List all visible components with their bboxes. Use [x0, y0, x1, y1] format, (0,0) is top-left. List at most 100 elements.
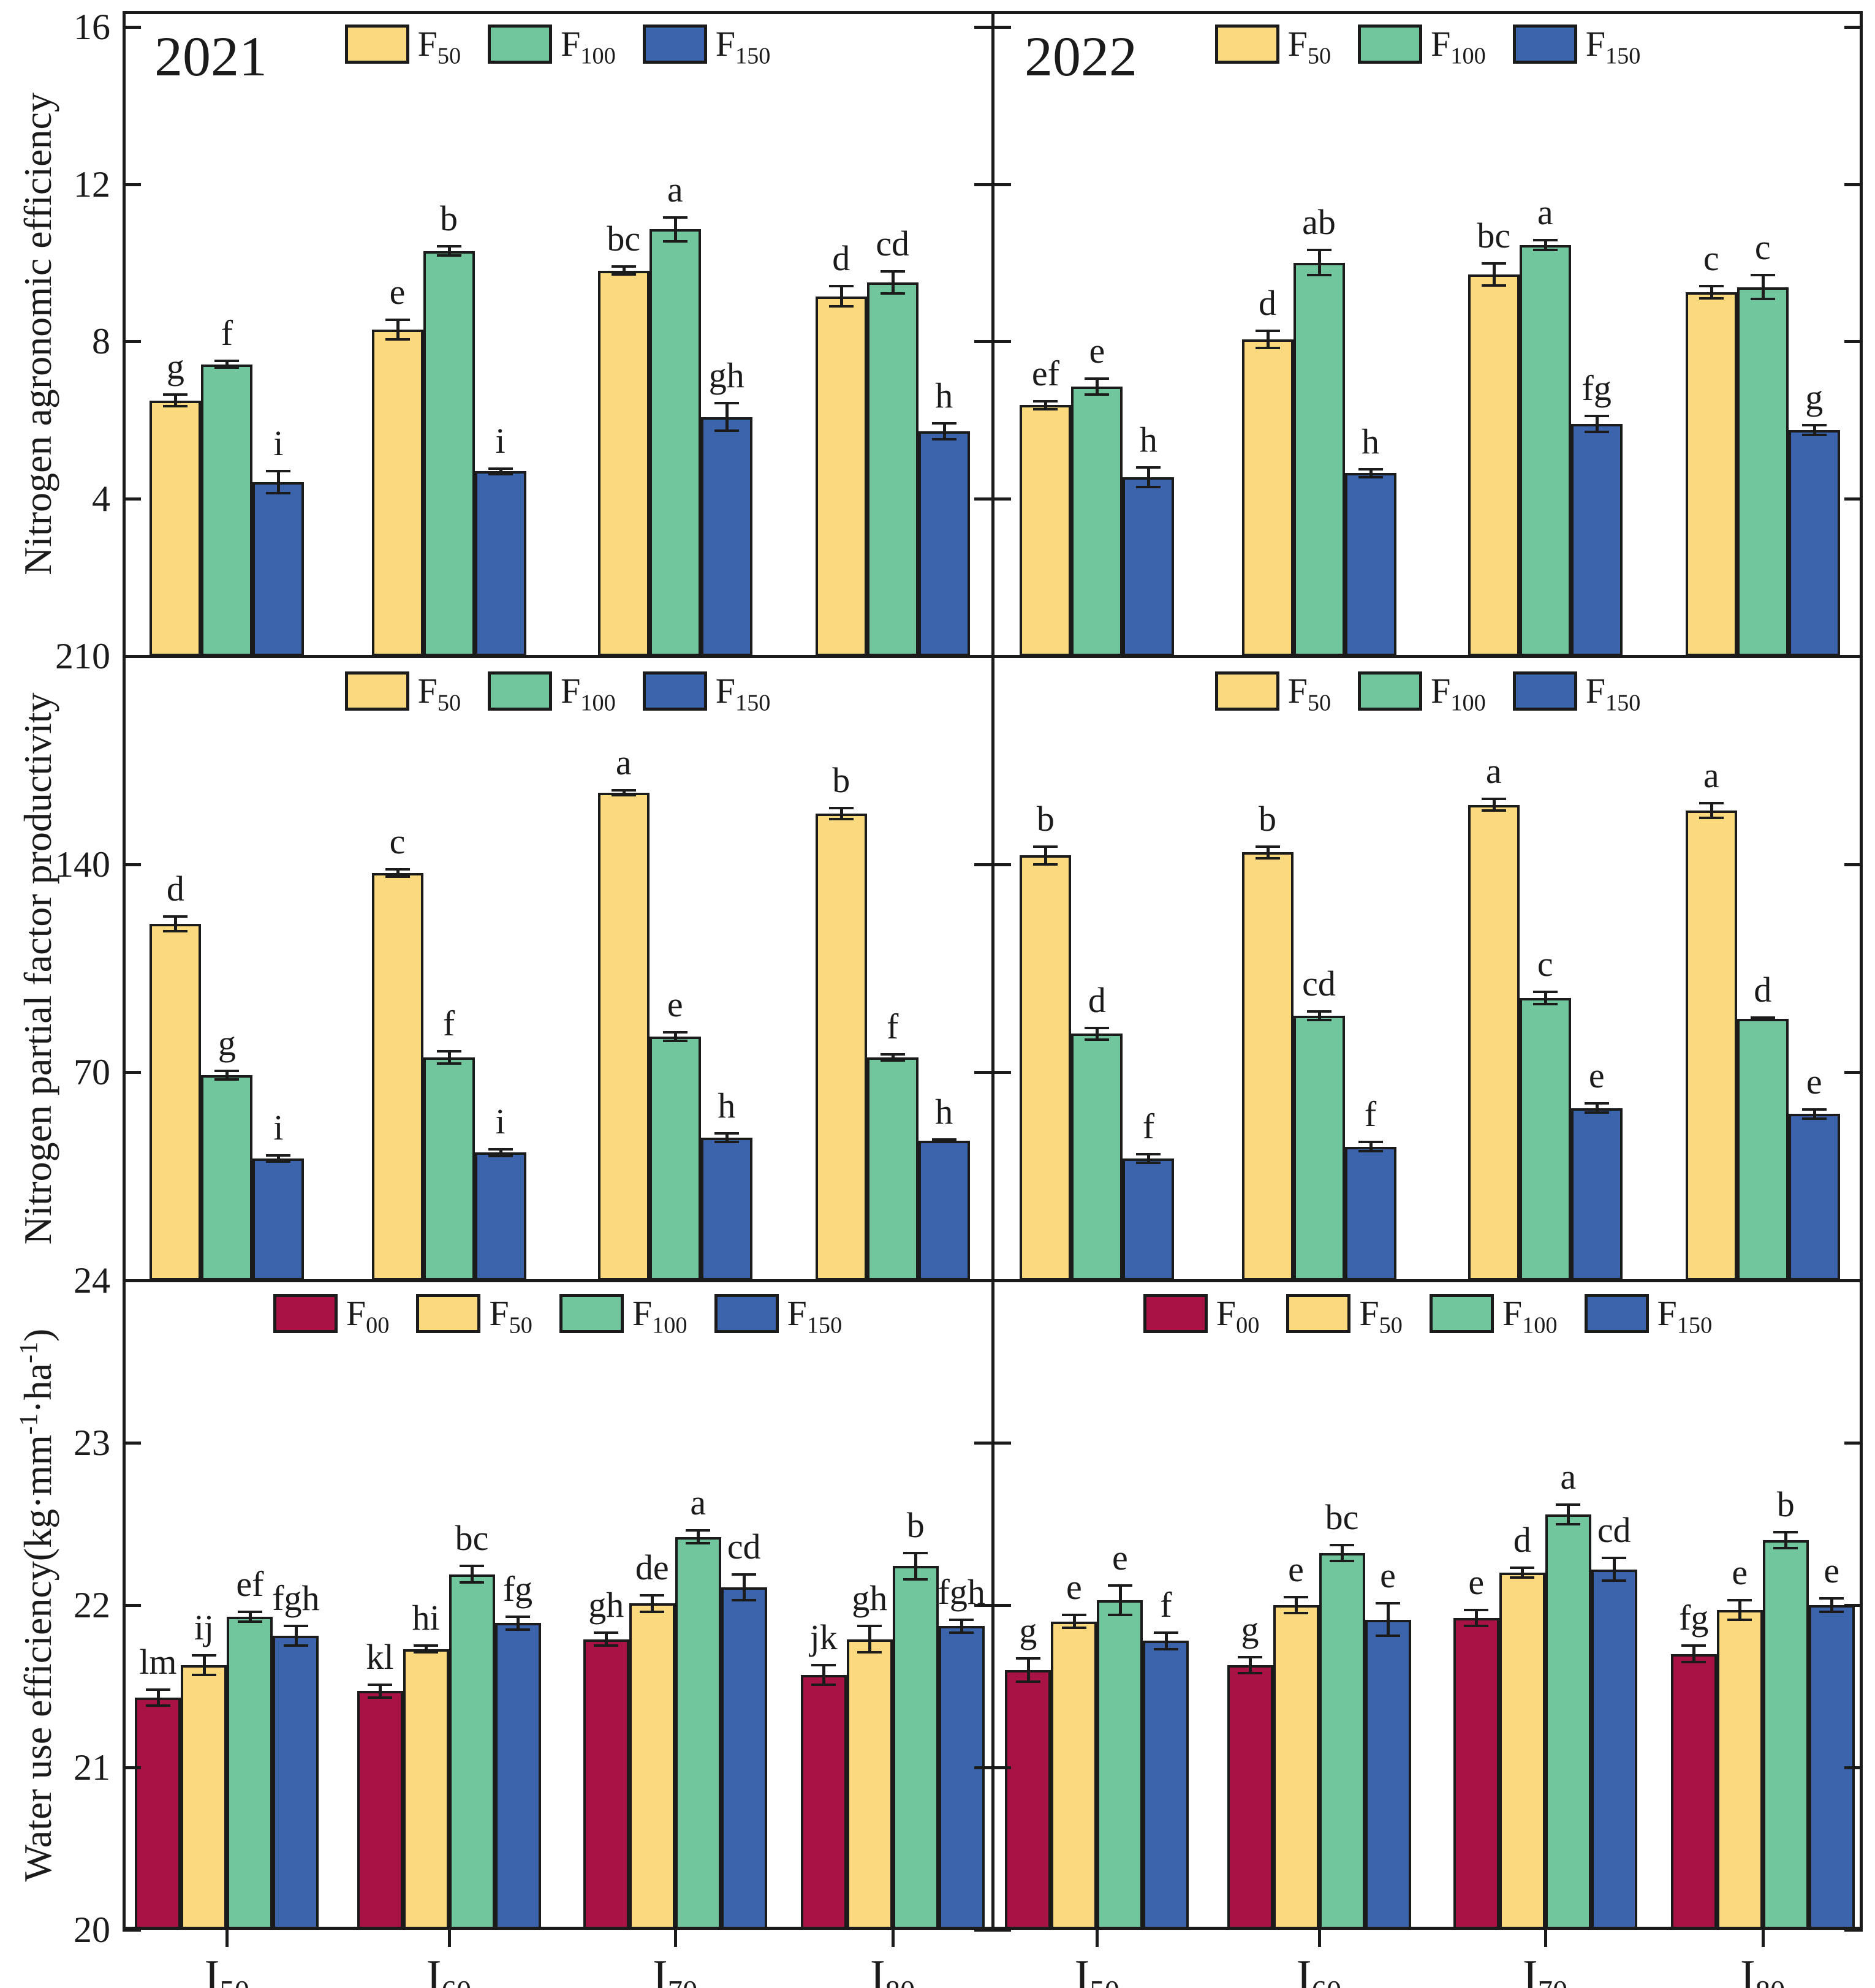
bar	[1071, 387, 1123, 656]
error-bar-cap	[488, 472, 513, 475]
sig-letter: e	[667, 984, 683, 1024]
error-bar-cap	[662, 1040, 688, 1043]
error-bar	[1249, 1657, 1252, 1674]
sig-letter: c	[1537, 944, 1553, 985]
error-bar-cap	[1255, 347, 1280, 350]
sig-letter: gh	[852, 1578, 888, 1619]
bar	[1685, 292, 1737, 656]
bar	[649, 1037, 701, 1280]
sig-letter: e	[1732, 1552, 1748, 1593]
sig-letter: d	[1259, 283, 1276, 323]
error-bar-cap	[1727, 1618, 1752, 1621]
error-bar	[1317, 250, 1321, 276]
x-tick	[1761, 1930, 1765, 1947]
error-bar-cap	[1306, 274, 1331, 277]
error-bar	[294, 1626, 298, 1646]
legend-swatch-f100	[1429, 1294, 1494, 1333]
y-tick-label: 8	[92, 321, 110, 362]
error-bar	[471, 1566, 474, 1582]
error-bar-cap	[1819, 1610, 1844, 1613]
sig-letter: a	[690, 1483, 706, 1523]
y-tick	[123, 655, 141, 658]
error-bar-cap	[460, 1565, 484, 1568]
error-bar-cap	[1153, 1647, 1178, 1650]
legend: F50 F100 F150	[993, 25, 1863, 68]
error-bar	[517, 1616, 520, 1630]
error-bar	[1096, 1027, 1099, 1040]
sig-letter: f	[1142, 1106, 1155, 1146]
error-bar	[1266, 331, 1270, 349]
error-bar-cap	[1085, 393, 1110, 396]
sig-letter: e	[1288, 1549, 1304, 1589]
bar	[357, 1691, 403, 1930]
sig-letter: f	[1364, 1094, 1377, 1135]
error-bar-cap	[1136, 466, 1161, 469]
error-bar-cap	[880, 292, 905, 295]
error-bar-cap	[1033, 407, 1058, 410]
error-bar	[1830, 1598, 1834, 1612]
sig-letter: bc	[455, 1518, 489, 1559]
bar	[1241, 852, 1294, 1280]
y-tick	[1844, 340, 1863, 344]
error-bar-cap	[163, 915, 188, 918]
bar	[273, 1636, 319, 1930]
y-tick	[993, 340, 1011, 344]
x-category-label: I50	[1074, 1951, 1119, 1988]
legend-label: F50	[1287, 671, 1331, 716]
legend-swatch-f50	[1214, 671, 1279, 711]
error-bar-cap	[368, 1683, 392, 1686]
y-tick	[974, 1279, 993, 1282]
error-bar-cap	[611, 789, 636, 792]
error-bar	[225, 361, 229, 368]
panel-divider	[991, 11, 994, 1930]
legend-label: F100	[561, 24, 616, 69]
error-bar	[1738, 1600, 1742, 1620]
legend-item: F100	[559, 1293, 688, 1339]
error-bar	[1544, 240, 1547, 250]
error-bar	[1544, 992, 1547, 1004]
legend-label: F100	[632, 1293, 688, 1339]
error-bar	[725, 403, 729, 431]
error-bar-cap	[594, 1631, 619, 1635]
sig-letter: d	[1513, 1520, 1531, 1560]
sig-letter: d	[1088, 980, 1106, 1020]
bar	[1788, 1114, 1840, 1280]
legend-label: F50	[417, 24, 461, 69]
sig-letter: cd	[727, 1526, 761, 1567]
sig-letter: ij	[194, 1608, 214, 1648]
error-bar	[1369, 469, 1373, 477]
error-bar	[499, 468, 502, 474]
legend-label: F100	[561, 671, 616, 716]
error-bar	[1044, 846, 1048, 864]
sig-letter: de	[635, 1548, 669, 1588]
bar	[1241, 339, 1294, 656]
error-bar-cap	[1085, 377, 1110, 380]
y-axis-title: Water use efficiency(kg·mm-1·ha-1)	[14, 1328, 59, 1882]
error-bar-cap	[880, 270, 905, 273]
bar	[583, 1639, 629, 1930]
error-bar-cap	[385, 868, 410, 871]
error-bar	[743, 1574, 746, 1601]
legend-label: F150	[1657, 1293, 1713, 1339]
error-bar	[1266, 846, 1270, 858]
legend-item: F50	[1214, 671, 1331, 716]
error-bar	[202, 1655, 206, 1675]
error-bar	[447, 246, 451, 256]
legend-item: F50	[344, 671, 461, 715]
y-tick	[123, 1766, 141, 1769]
error-bar-cap	[488, 1147, 513, 1151]
error-bar-cap	[1532, 1002, 1558, 1005]
error-bar-cap	[714, 429, 739, 433]
legend-item: F50	[416, 1294, 532, 1337]
y-tick-label: 24	[74, 1260, 110, 1301]
error-bar-cap	[857, 1650, 882, 1654]
bar	[150, 400, 202, 656]
y-tick-label: 21	[74, 1747, 110, 1788]
bar	[150, 923, 202, 1280]
error-bar-cap	[662, 240, 688, 243]
legend: F00 F50 F100 F150	[993, 1293, 1863, 1339]
y-tick	[974, 655, 993, 658]
error-bar-cap	[385, 319, 410, 322]
sig-letter: i	[273, 423, 284, 464]
sig-letter: g	[1019, 1611, 1037, 1651]
